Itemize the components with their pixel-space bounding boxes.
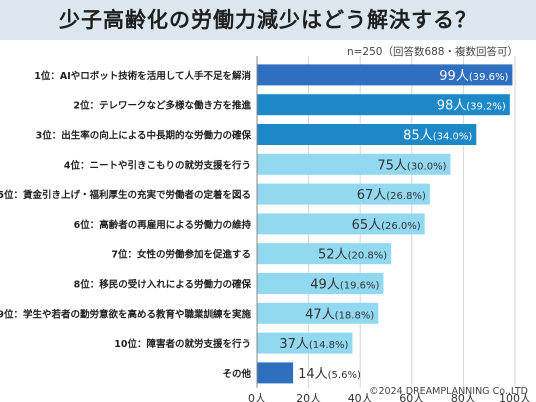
category-label: 10位：障害者の就労支援を行う <box>114 338 251 350</box>
category-label: 3位：出生率の向上による中長期的な労働力の確保 <box>36 130 252 142</box>
category-label: 9位：学生や若者の勤労意欲を高める教育や職業訓練を実施 <box>0 308 251 320</box>
data-label: 52人(20.8%) <box>318 248 387 263</box>
bar <box>257 64 513 86</box>
data-label: 85人(34.0%) <box>403 129 472 144</box>
bar <box>257 124 477 145</box>
category-label: 2位：テレワークなど多様な働き方を推進 <box>73 100 251 112</box>
bar <box>257 183 430 205</box>
title-band <box>0 0 536 40</box>
category-label: 1位：AIやロボット技術を活用して人手不足を解消 <box>34 70 251 82</box>
sample-note: n=250（回答数688・複数回答可） <box>346 46 518 58</box>
data-label: 98人(39.2%) <box>437 99 506 114</box>
category-label: 5位：賃金引き上げ・福利厚生の充実で労働者の定着を図る <box>0 189 251 201</box>
x-tick-label: 20人 <box>296 392 321 402</box>
category-label: 4位：ニートや引きこもりの就労支援を行う <box>64 159 251 171</box>
x-tick-label: 80人 <box>451 392 476 402</box>
x-tick-label: 100人 <box>499 392 531 402</box>
data-label: 37人(14.8%) <box>279 337 348 352</box>
data-label: 67人(26.8%) <box>357 188 426 203</box>
category-label: その他 <box>222 368 251 380</box>
copyright-credit: ©2024 DREAMPLANNING Co.,LTD <box>369 386 528 397</box>
bar <box>257 94 510 116</box>
data-label: 75人(30.0%) <box>377 158 446 173</box>
data-label: 14人(5.6%) <box>298 367 361 382</box>
bar <box>257 213 425 235</box>
category-label: 8位：移民の受け入れによる労働力の確保 <box>74 279 252 291</box>
data-label: 49人(19.6%) <box>310 278 379 293</box>
data-label: 65人(26.0%) <box>352 218 421 233</box>
chart-title: 少子高齢化の労働力減少はどう解決する？ <box>59 8 477 32</box>
bar <box>257 243 392 265</box>
x-tick-label: 0人 <box>248 392 266 402</box>
x-tick-label: 40人 <box>348 392 373 402</box>
bar <box>257 362 294 384</box>
data-label: 99人(39.6%) <box>439 69 508 84</box>
bar <box>257 153 451 175</box>
x-tick-label: 60人 <box>399 392 424 402</box>
bar <box>257 332 353 354</box>
bar <box>257 273 384 294</box>
category-label: 6位：高齢者の再雇用による労働力の維持 <box>74 219 252 231</box>
bar <box>257 302 379 324</box>
data-label: 47人(18.8%) <box>305 307 374 322</box>
category-label: 7位：女性の労働参加を促進する <box>111 249 251 261</box>
